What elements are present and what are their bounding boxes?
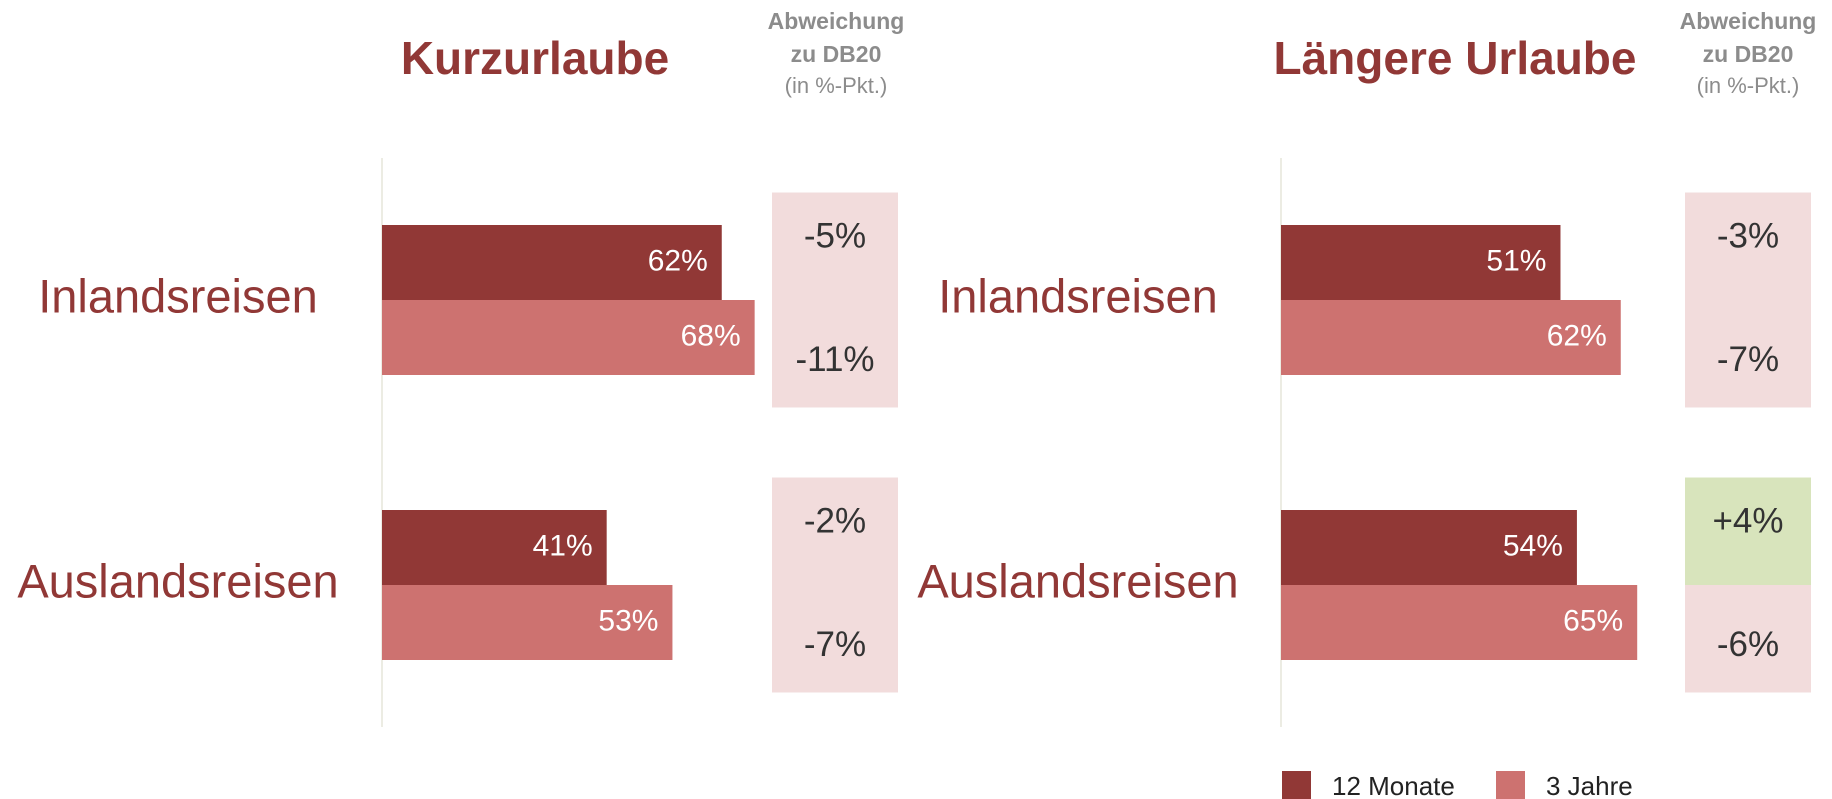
deviation-title: Abweichung — [1680, 8, 1817, 34]
bar — [1281, 585, 1638, 660]
bar — [382, 585, 673, 660]
deviation-box — [1685, 300, 1811, 408]
legend-swatch — [1496, 771, 1525, 799]
bar-value-label: 65% — [1563, 604, 1623, 637]
bar-value-label: 62% — [648, 244, 708, 277]
bar — [382, 300, 755, 375]
deviation-box — [772, 192, 898, 300]
deviation-title: Abweichung — [768, 8, 905, 34]
bar — [382, 510, 607, 585]
category-label: Auslandsreisen — [917, 554, 1238, 607]
bar-value-label: 68% — [681, 319, 741, 352]
deviation-label: -3% — [1717, 217, 1779, 256]
chart-title: Kurzurlaube — [401, 32, 669, 84]
bar-value-label: 54% — [1503, 529, 1563, 562]
deviation-subtitle: (in %-Pkt.) — [1697, 73, 1800, 98]
deviation-label: -11% — [795, 340, 874, 379]
chart-title: Längere Urlaube — [1274, 32, 1637, 84]
deviation-label: -2% — [804, 502, 866, 541]
deviation-box — [772, 300, 898, 408]
deviation-title: zu DB20 — [791, 41, 882, 67]
bar — [382, 225, 722, 300]
bar-value-label: 41% — [533, 529, 593, 562]
deviation-label: -7% — [1717, 340, 1779, 379]
deviation-box — [1685, 192, 1811, 300]
bar — [1281, 510, 1577, 585]
deviation-label: -6% — [1717, 625, 1779, 664]
deviation-label: -5% — [804, 217, 866, 256]
bar-value-label: 62% — [1547, 319, 1607, 352]
deviation-box — [772, 585, 898, 693]
deviation-box — [772, 477, 898, 585]
bar — [1281, 300, 1621, 375]
category-label: Inlandsreisen — [938, 269, 1218, 322]
category-label: Auslandsreisen — [17, 554, 338, 607]
deviation-label: +4% — [1712, 502, 1783, 541]
legend-label: 3 Jahre — [1546, 771, 1633, 799]
legend-label: 12 Monate — [1332, 771, 1455, 799]
bar — [1281, 225, 1561, 300]
deviation-box — [1685, 477, 1811, 585]
bar-value-label: 53% — [598, 604, 658, 637]
deviation-subtitle: (in %-Pkt.) — [785, 73, 888, 98]
category-label: Inlandsreisen — [38, 269, 318, 322]
legend-swatch — [1282, 771, 1311, 799]
deviation-box — [1685, 585, 1811, 693]
deviation-title: zu DB20 — [1703, 41, 1794, 67]
bar-value-label: 51% — [1486, 244, 1546, 277]
deviation-label: -7% — [804, 625, 866, 664]
